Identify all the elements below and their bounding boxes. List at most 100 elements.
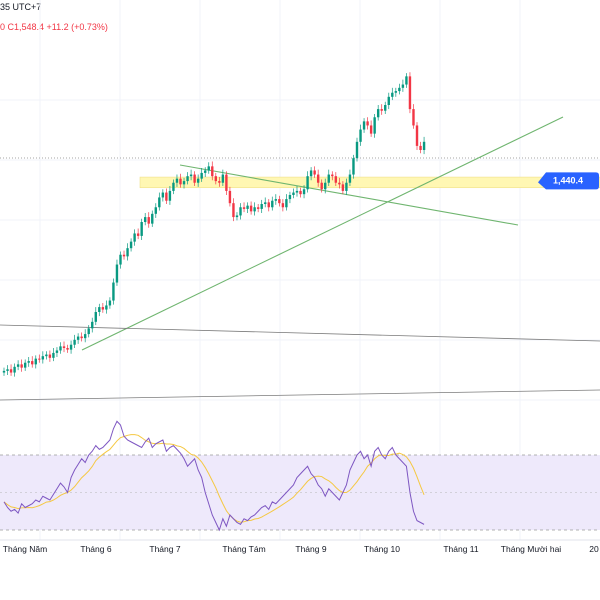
candle-body: [140, 222, 143, 236]
candle: [34, 355, 37, 369]
candle-body: [69, 344, 73, 350]
candle: [69, 340, 73, 354]
candle-body: [105, 305, 108, 310]
candle-body: [136, 233, 140, 236]
candle-body: [27, 361, 30, 363]
candle: [288, 191, 292, 204]
candle: [295, 186, 299, 197]
candle-body: [331, 174, 334, 177]
candle: [214, 172, 217, 185]
rsi-line: [3, 420, 425, 532]
candle-body: [38, 358, 41, 360]
candle-body: [338, 182, 341, 185]
long-trendline-lower[interactable]: [0, 389, 600, 401]
candle-body: [348, 174, 352, 183]
descending-trendline[interactable]: [179, 164, 519, 226]
candle-body: [278, 199, 281, 204]
candle-body: [23, 362, 27, 368]
candle: [324, 178, 327, 194]
candle-body: [267, 202, 270, 208]
candle-body: [13, 366, 16, 373]
candle: [136, 228, 140, 240]
candle: [211, 161, 214, 181]
candle-body: [387, 96, 390, 105]
candle: [264, 197, 267, 208]
candle-body: [281, 203, 285, 208]
candle-body: [52, 352, 55, 358]
candle-body: [193, 174, 196, 183]
long-trendline-upper[interactable]: [0, 324, 600, 342]
candle: [331, 171, 334, 181]
candle-body: [309, 170, 313, 177]
candle-body: [20, 364, 23, 368]
candle-body: [76, 336, 80, 340]
candle: [249, 201, 253, 215]
candle-body: [408, 76, 412, 110]
candle-body: [204, 170, 207, 173]
candle: [408, 72, 412, 114]
candle-body: [345, 182, 348, 191]
candle-body: [228, 190, 232, 204]
candle: [41, 351, 45, 364]
candle: [189, 169, 193, 181]
candle-body: [239, 207, 242, 216]
candle-body: [362, 121, 366, 130]
candle-body: [91, 321, 94, 329]
candle-body: [288, 195, 292, 200]
candle-body: [327, 174, 330, 183]
candle: [31, 356, 34, 368]
candle: [101, 303, 105, 313]
x-axis: Tháng Năm Tháng 6 Tháng 7 Tháng Tám Tháng 9 T…: [0, 539, 600, 554]
price-callout[interactable]: 1,440.4: [538, 172, 599, 190]
candle: [20, 359, 23, 372]
candle-body: [80, 336, 83, 339]
candle-body: [196, 178, 200, 183]
candle: [112, 278, 115, 305]
x-axis-label: 20: [589, 544, 599, 554]
ascending-trendline[interactable]: [81, 116, 564, 351]
candle-body: [175, 178, 179, 183]
candle: [151, 210, 154, 227]
candle-body: [366, 121, 369, 126]
candle: [133, 229, 136, 246]
candle: [302, 185, 306, 199]
candle-body: [182, 181, 186, 185]
rsi-moving-average-line: [3, 434, 425, 523]
candle: [98, 303, 101, 317]
candle-body: [41, 356, 45, 360]
x-axis-label: Tháng 11: [443, 544, 479, 554]
candle: [105, 300, 108, 314]
candle-body: [352, 158, 355, 175]
candle-body: [359, 129, 362, 142]
ohlc-readout: 0 C1,548.4 +11.2 (+0.73%): [0, 22, 108, 32]
candle-body: [271, 200, 274, 208]
candle: [154, 203, 157, 218]
candle: [16, 360, 20, 371]
candle-body: [299, 190, 302, 195]
candle: [186, 172, 189, 185]
rsi-pane: [0, 420, 600, 532]
candle-body: [302, 189, 306, 195]
candle-body: [186, 176, 189, 182]
candle-body: [313, 170, 316, 175]
candle: [147, 212, 150, 228]
candle: [115, 259, 119, 286]
candle: [175, 174, 179, 187]
candle: [369, 120, 373, 137]
candle: [419, 141, 422, 154]
candle-body: [147, 217, 150, 224]
candle: [55, 347, 59, 357]
candle: [225, 171, 228, 195]
x-axis-label: Tháng 10: [364, 544, 400, 554]
candle: [122, 250, 126, 260]
candle-body: [16, 364, 20, 367]
candle-body: [316, 174, 320, 183]
candle: [94, 307, 97, 326]
candle-body: [154, 207, 157, 214]
candle: [140, 218, 143, 240]
candle: [204, 167, 207, 177]
candle: [59, 342, 62, 354]
callout-shape: [538, 172, 599, 190]
candle: [218, 177, 221, 187]
